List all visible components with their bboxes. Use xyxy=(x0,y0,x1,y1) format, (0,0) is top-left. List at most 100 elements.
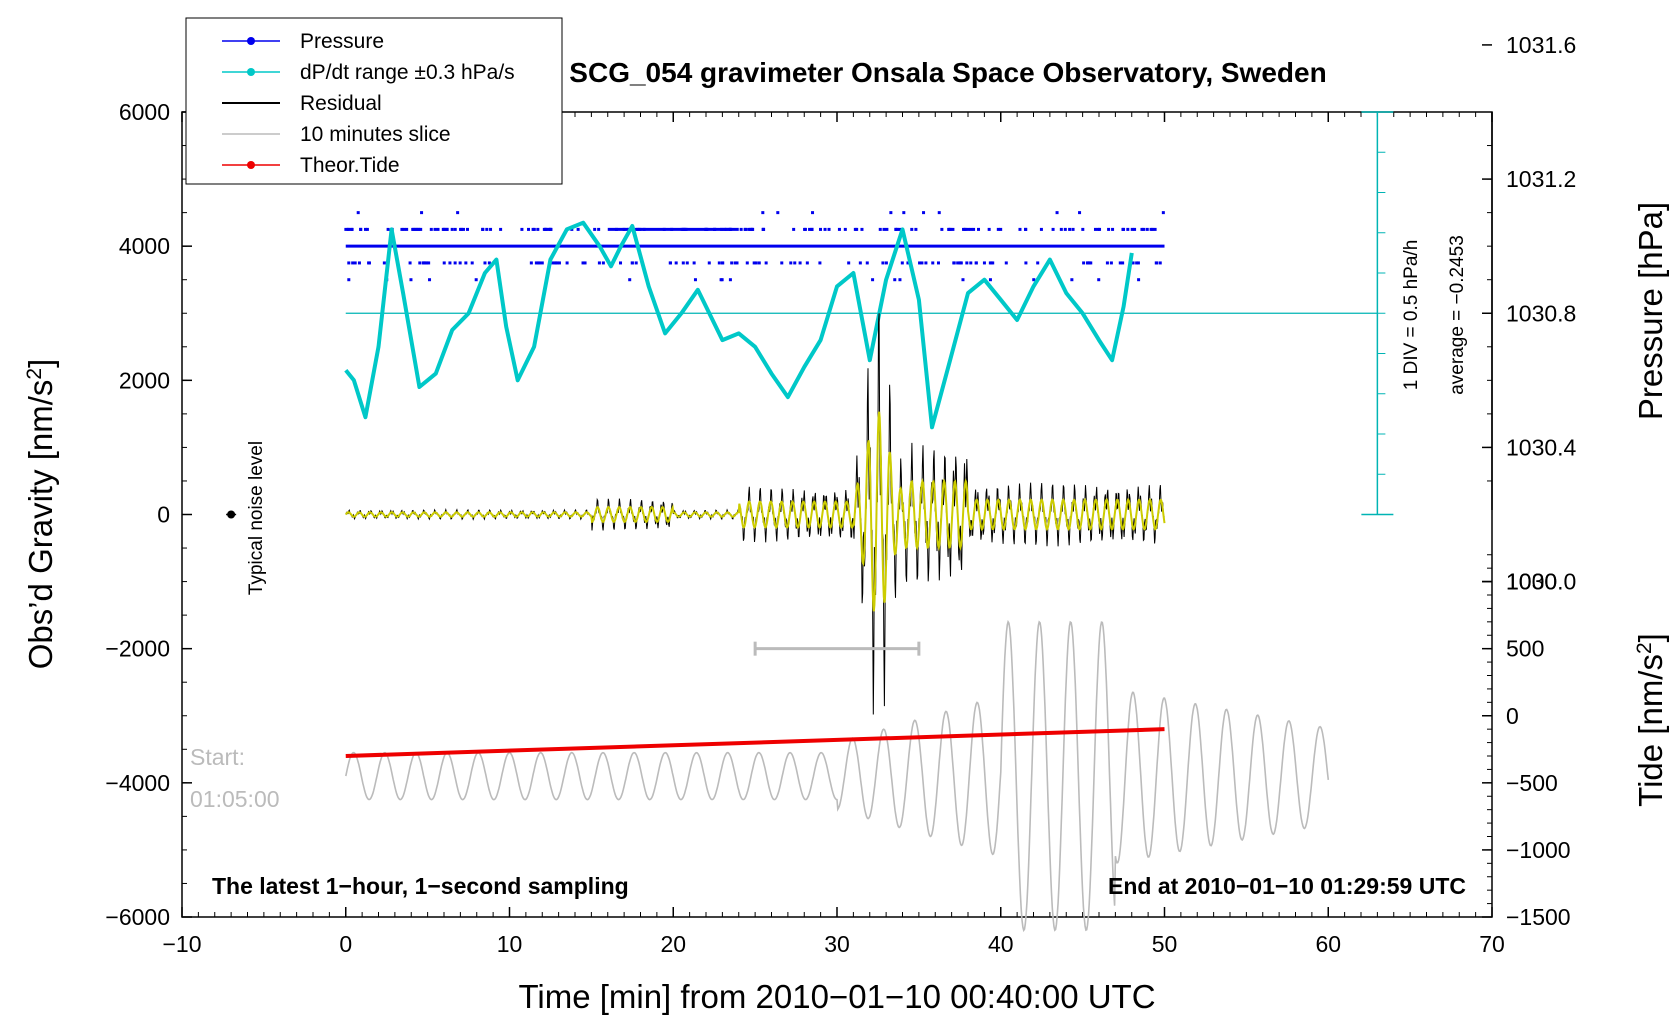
pressure-point xyxy=(436,227,440,231)
pressure-point xyxy=(538,261,542,265)
noise-label: Typical noise level xyxy=(246,441,267,595)
pressure-point xyxy=(1068,227,1072,231)
pressure-point xyxy=(350,227,354,231)
pressure-point xyxy=(408,261,412,265)
pressure-point xyxy=(937,211,941,215)
x-tick-label: 60 xyxy=(1315,931,1341,957)
pressure-point xyxy=(780,261,784,265)
pressure-point xyxy=(365,227,369,231)
x-tick-label: 50 xyxy=(1152,931,1178,957)
pressure-point xyxy=(940,227,944,231)
tide-tick-label: −1000 xyxy=(1506,837,1571,863)
pressure-point xyxy=(1153,227,1157,231)
pressure-tick-label: 1031.6 xyxy=(1506,32,1576,58)
pressure-point xyxy=(1118,261,1122,265)
pressure-point xyxy=(951,227,955,231)
tide-axis-ticks: 1000 500 0 −500 −1000 −1500 xyxy=(1482,569,1571,930)
legend-marker xyxy=(247,37,255,45)
pressure-point xyxy=(1070,278,1074,282)
legend-label: Residual xyxy=(300,92,382,115)
pressure-point xyxy=(356,211,360,215)
dpdt-curve xyxy=(344,220,1134,430)
pressure-point xyxy=(881,261,885,265)
y-axis-label-tide-text: Tide [nm/s xyxy=(1632,654,1669,807)
pressure-point xyxy=(1145,227,1149,231)
pressure-point xyxy=(442,227,446,231)
pressure-point xyxy=(894,227,898,231)
pressure-point xyxy=(789,261,793,265)
pressure-point xyxy=(808,227,812,231)
y-axis-label-tide-sup: 2 xyxy=(1633,642,1656,654)
pressure-point xyxy=(1063,227,1067,231)
pressure-point xyxy=(902,211,906,215)
pressure-point xyxy=(1105,261,1109,265)
pressure-point xyxy=(630,261,634,265)
pressure-point xyxy=(884,261,888,265)
pressure-point xyxy=(466,227,470,231)
pressure-point xyxy=(529,261,533,265)
pressure-point xyxy=(386,227,390,231)
y-tick-label: −6000 xyxy=(105,904,170,930)
pressure-point xyxy=(459,227,463,231)
pressure-point xyxy=(729,227,733,231)
pressure-point xyxy=(1088,261,1092,265)
noise-dot xyxy=(227,510,236,519)
pressure-point xyxy=(713,227,717,231)
pressure-point xyxy=(900,261,904,265)
pressure-point xyxy=(668,261,672,265)
pressure-point xyxy=(1055,211,1059,215)
pressure-point xyxy=(1131,261,1135,265)
pressure-point xyxy=(895,227,899,231)
x-tick-label: 10 xyxy=(497,931,523,957)
pressure-point xyxy=(674,261,678,265)
pressure-point xyxy=(344,227,348,231)
pressure-point xyxy=(803,227,807,231)
pressure-point xyxy=(720,278,724,282)
pressure-point xyxy=(764,261,768,265)
pressure-point xyxy=(747,227,751,231)
x-axis-label: Time [min] from 2010−01−10 00:40:00 UTC xyxy=(518,978,1155,1015)
pressure-point xyxy=(619,261,623,265)
legend-marker xyxy=(247,68,255,76)
pressure-point xyxy=(853,227,857,231)
pressure-point xyxy=(670,227,674,231)
pressure-point xyxy=(1107,227,1111,231)
pressure-point xyxy=(1130,227,1134,231)
pressure-point xyxy=(924,261,928,265)
pressure-point xyxy=(481,227,485,231)
pressure-point xyxy=(557,261,561,265)
pressure-point xyxy=(456,211,460,215)
pressure-point xyxy=(704,227,708,231)
pressure-point xyxy=(752,261,756,265)
pressure-point xyxy=(918,261,922,265)
pressure-point xyxy=(1078,211,1082,215)
pressure-point xyxy=(963,227,967,231)
pressure-point xyxy=(531,227,535,231)
pressure-point xyxy=(947,227,951,231)
pressure-point xyxy=(1071,227,1075,231)
y-axis-label-left-end: ] xyxy=(22,359,59,368)
pressure-point xyxy=(724,227,728,231)
pressure-point xyxy=(1098,227,1102,231)
pressure-point xyxy=(499,227,503,231)
pressure-point xyxy=(847,261,851,265)
y-tick-label: −4000 xyxy=(105,770,170,796)
pressure-point xyxy=(1122,227,1126,231)
pressure-point xyxy=(931,261,935,265)
pressure-point xyxy=(402,227,406,231)
pressure-point xyxy=(885,227,889,231)
pressure-point xyxy=(527,227,531,231)
pressure-point xyxy=(453,261,457,265)
y-axis-label-tide-end: ] xyxy=(1632,633,1669,642)
div-label: 1 DIV = 0.5 hPa/h xyxy=(1401,240,1422,391)
pressure-point xyxy=(536,227,540,231)
pressure-point xyxy=(754,261,758,265)
pressure-point xyxy=(1082,261,1086,265)
pressure-point xyxy=(969,261,973,265)
pressure-point xyxy=(347,278,351,282)
pressure-point xyxy=(871,278,875,282)
y-axis-ticks: 6000 4000 2000 0 −2000 −4000 −6000 xyxy=(105,99,192,930)
pressure-point xyxy=(878,227,882,231)
pressure-point xyxy=(462,227,466,231)
y-axis-label-left: Obs’d Gravity [nm/s2] xyxy=(22,359,59,670)
